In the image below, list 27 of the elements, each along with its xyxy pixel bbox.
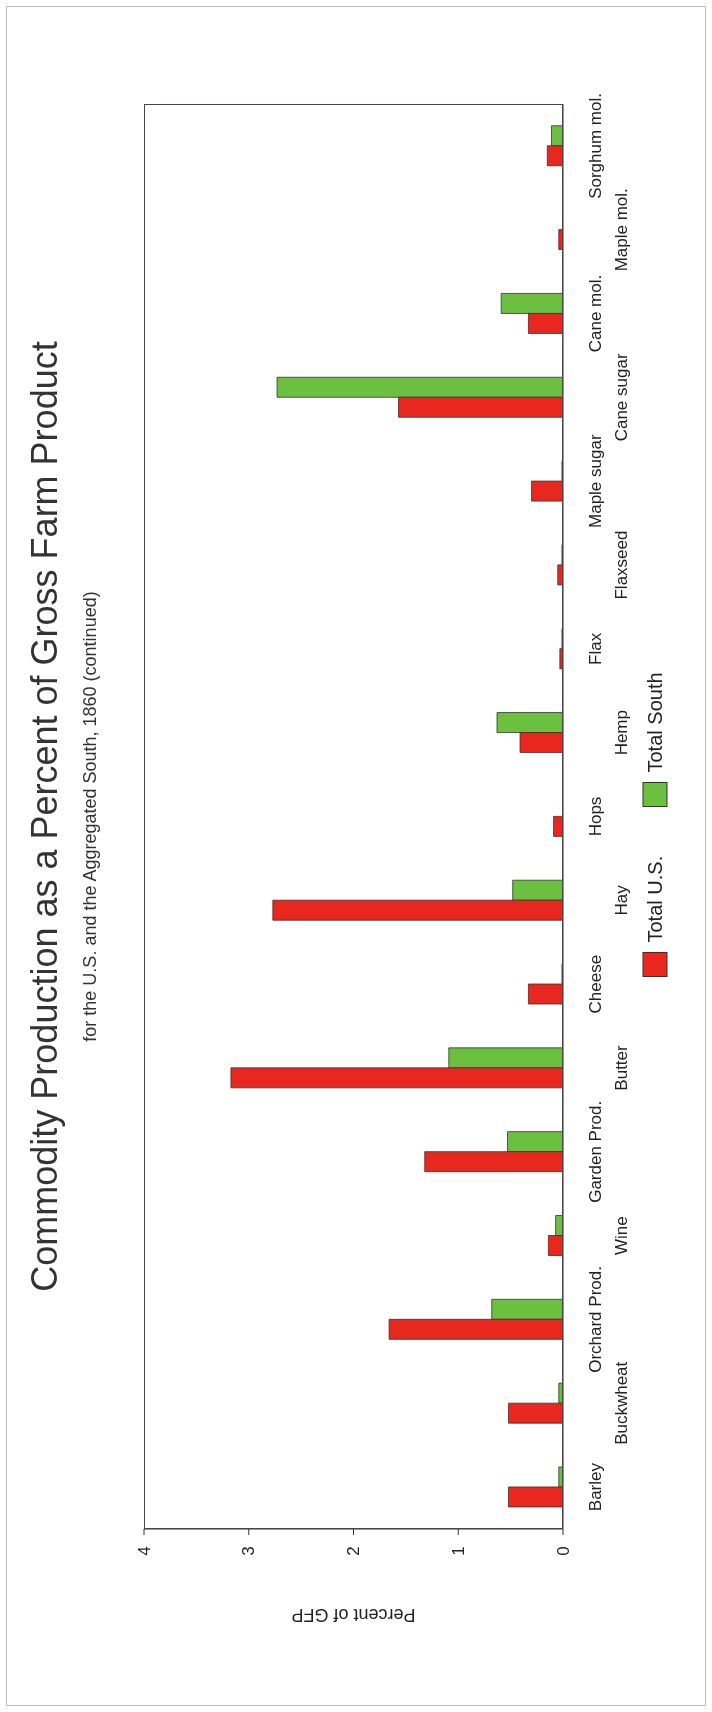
text: Total U.S. (644, 855, 666, 943)
y-tick-label: Butter (612, 1044, 631, 1091)
x-tick-label: 1 (448, 1546, 468, 1556)
y-tick-label: Barley (586, 1462, 605, 1512)
text: Commodity Production as a Percent of Gross Farm Product (23, 341, 65, 1292)
y-tick-label: Maple mol. (612, 188, 631, 272)
y-tick-label: Hops (586, 796, 605, 837)
y-tick-label: Cheese (586, 954, 605, 1014)
x-tick-label: 0 (553, 1546, 573, 1556)
x-tick-label: 3 (239, 1546, 259, 1556)
y-tick-label: Flaxseed (612, 530, 631, 600)
y-tick-label: Garden Prod. (586, 1100, 605, 1203)
y-tick-label: Sorghum mol. (586, 93, 605, 199)
y-tick-label: Cane mol. (586, 274, 605, 353)
y-tick-label: Orchard Prod. (586, 1266, 605, 1373)
text: Total South (644, 672, 666, 773)
y-tick-label: Hemp (612, 710, 631, 756)
y-tick-label: Cane sugar (612, 353, 631, 442)
y-tick-label: Wine (612, 1216, 631, 1255)
y-tick-label: Maple sugar (586, 434, 605, 528)
x-tick-label: 2 (344, 1546, 363, 1556)
y-tick-label: Hay (612, 884, 631, 916)
text: for the U.S. and the Aggregated South, 1860 (continued) (80, 591, 100, 1042)
x-axis-title: Percent of GFP (291, 1605, 416, 1625)
x-tick-label: 4 (134, 1546, 154, 1556)
y-tick-label: Buckwheat (612, 1361, 631, 1445)
y-tick-label: Flax (586, 632, 605, 665)
